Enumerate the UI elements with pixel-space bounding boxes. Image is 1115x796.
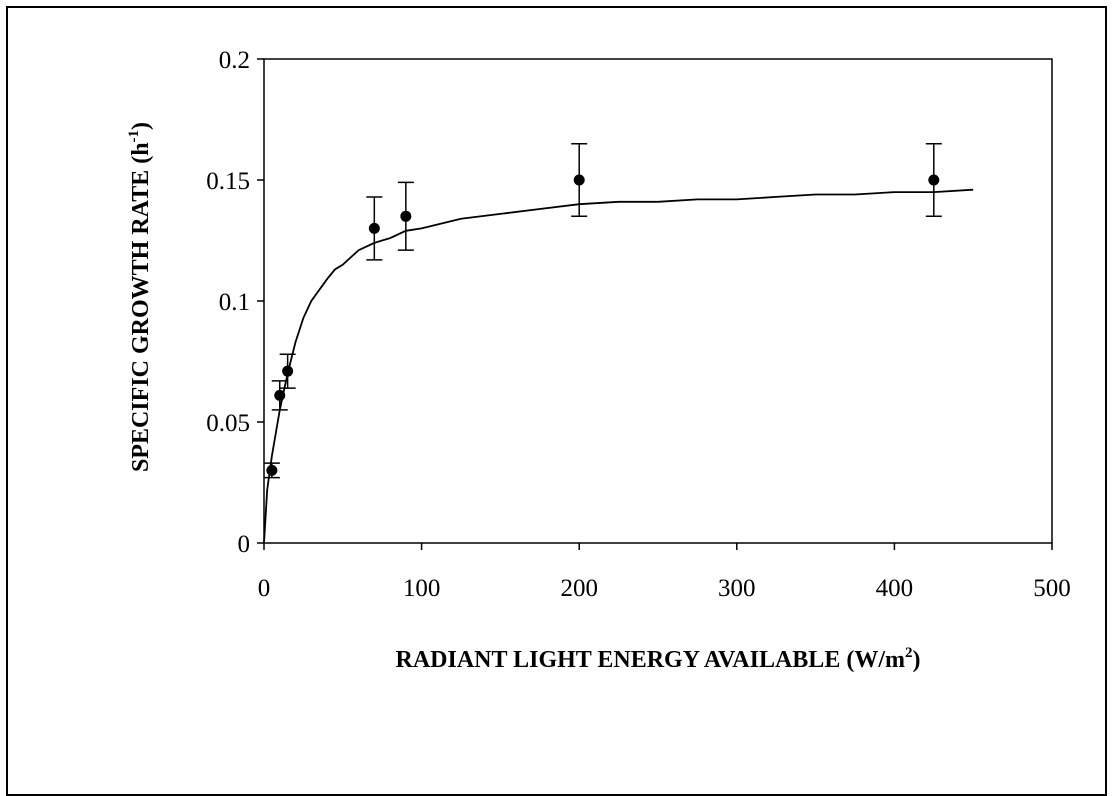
chart: 0 100 200 300 400 500 0 0.05 0.1 0.15 0.2 RADIANT… <box>126 47 1071 673</box>
x-tick-label: 100 <box>403 575 441 602</box>
data-point <box>274 389 286 401</box>
x-axis-title-superscript: 2 <box>905 645 913 661</box>
y-tick-label: 0 <box>238 531 251 558</box>
x-axis-ticks: 0 100 200 300 400 500 <box>258 543 1071 602</box>
y-tick-label: 0.15 <box>206 168 250 195</box>
y-axis-ticks: 0 0.05 0.1 0.15 0.2 <box>206 47 264 558</box>
data-points <box>266 174 940 476</box>
y-axis-title: SPECIFIC GROWTH RATE (h-1) <box>126 122 154 472</box>
plot-area-border <box>263 58 1053 544</box>
data-point <box>368 222 380 234</box>
y-axis-title-text: SPECIFIC GROWTH RATE (h <box>128 142 154 472</box>
x-tick-label: 400 <box>876 575 914 602</box>
data-point <box>266 464 278 476</box>
x-tick-label: 500 <box>1033 575 1071 602</box>
axes <box>263 58 1053 544</box>
fit-curve <box>263 188 974 544</box>
x-tick-label: 300 <box>718 575 756 602</box>
y-tick-label: 0.1 <box>219 289 250 316</box>
data-point <box>573 174 585 186</box>
y-axis-title-end: ) <box>128 122 154 130</box>
data-point <box>928 174 940 186</box>
data-point <box>282 365 294 377</box>
fit-curve-layer <box>263 188 974 544</box>
x-axis-title: RADIANT LIGHT ENERGY AVAILABLE (W/m2) <box>396 645 921 673</box>
y-tick-label: 0.05 <box>206 410 250 437</box>
y-axis-title-superscript: -1 <box>126 130 142 143</box>
y-tick-label: 0.2 <box>219 47 250 74</box>
x-axis-title-end: ) <box>912 647 920 673</box>
x-tick-label: 200 <box>560 575 598 602</box>
x-tick-label: 0 <box>258 575 271 602</box>
data-point <box>400 210 412 222</box>
x-axis-title-text: RADIANT LIGHT ENERGY AVAILABLE (W/m <box>396 647 905 673</box>
